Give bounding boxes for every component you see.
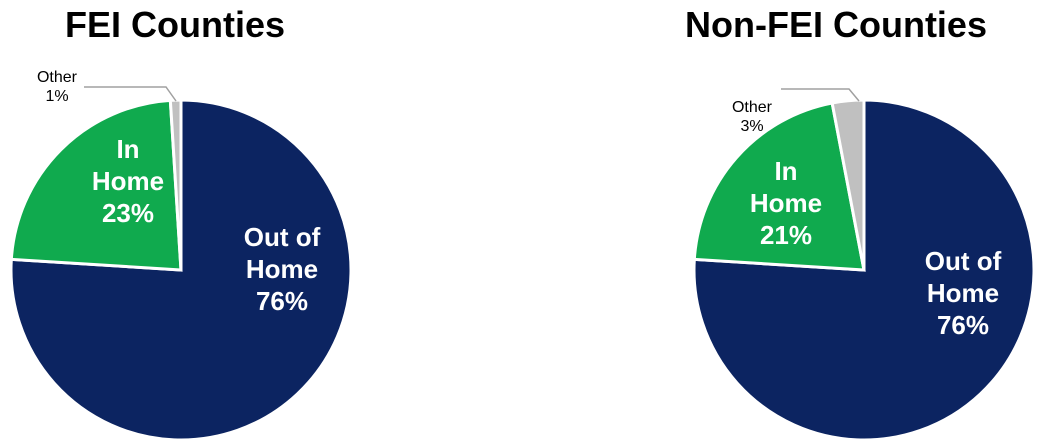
other-leader-line [84,86,177,102]
pie-svg-fei: Out of Home 76% In Home 23% Other 1% [9,69,353,442]
pie-chart-non-fei: Non-FEI Counties Out of Home 76% In Home 21% O… [520,0,1049,444]
pie-chart-fei: FEI Counties Out of Home 76% In Home 23% Other… [0,0,520,444]
pie-slice-in-home [692,101,866,272]
slice-label-in-home: In Home 23% [92,134,164,228]
slice-label-in-home: In Home 21% [750,156,822,250]
slice-label-other: Other 1% [37,69,78,105]
other-leader-line [781,88,860,102]
chart-title: FEI Counties [65,4,286,45]
pie-slice-other [830,98,866,271]
slice-label-out-of-home: Out of Home 76% [244,222,321,316]
pie-svg-non-fei: Out of Home 76% In Home 21% Other 3% [692,88,1036,442]
slice-label-other: Other 3% [732,99,773,135]
pie-slice-out-of-home [692,98,1036,442]
pie-slice-out-of-home [9,98,353,442]
slice-label-out-of-home: Out of Home 76% [925,246,1002,340]
chart-title: Non-FEI Counties [685,4,987,45]
pie-slice-in-home [9,98,183,272]
